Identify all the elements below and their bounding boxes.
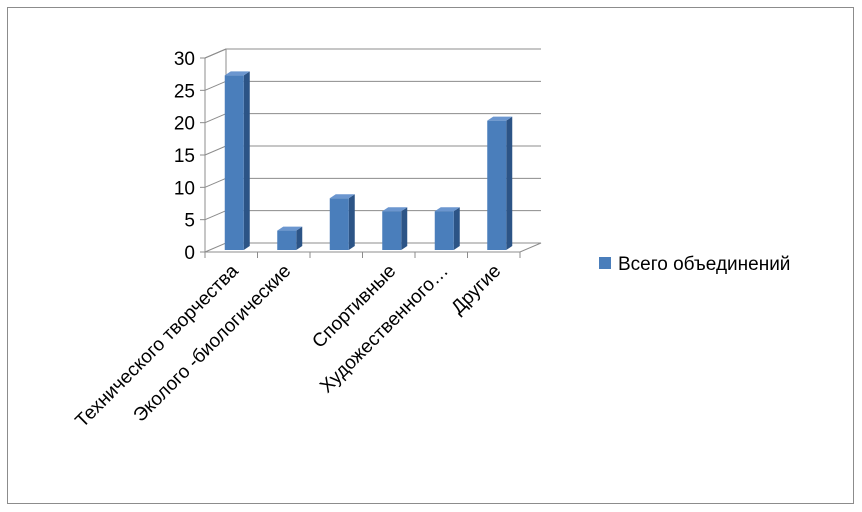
y-tick-label: 15 [174, 146, 195, 167]
gridline-side [204, 145, 227, 156]
bar-side [453, 207, 460, 250]
y-tick-label: 20 [174, 114, 195, 135]
bar-side [296, 226, 303, 250]
bar [277, 226, 303, 250]
bar-front [329, 198, 349, 250]
bar [224, 71, 250, 251]
y-tick-label: 10 [174, 178, 195, 199]
bar-front [434, 211, 454, 250]
category-label: Другие [447, 261, 505, 319]
bar-top [434, 207, 460, 212]
y-tick-label: 30 [174, 49, 195, 70]
bar-side [243, 71, 250, 251]
bar [329, 194, 355, 250]
bar-front [224, 75, 244, 251]
bar [434, 207, 460, 250]
y-tick-label: 0 [184, 243, 195, 264]
bar [382, 207, 408, 250]
bar-side [506, 116, 513, 251]
legend: Всего объединений [599, 254, 790, 275]
bar-top [487, 116, 513, 121]
bar-top [277, 226, 303, 231]
bar-top [382, 207, 408, 212]
gridline-side [204, 210, 227, 221]
bar-front [277, 230, 297, 250]
bar-front [487, 120, 507, 251]
legend-swatch [599, 257, 611, 269]
gridline-side [204, 113, 227, 124]
wall-top-edge [204, 48, 227, 59]
bar-top [329, 194, 355, 199]
bars [224, 71, 513, 251]
y-tick-label: 25 [174, 81, 195, 102]
y-tick-label: 5 [184, 211, 195, 232]
gridline-side [204, 177, 227, 188]
legend-label: Всего объединений [618, 254, 790, 275]
gridline-side [204, 80, 227, 91]
chart-frame [7, 7, 854, 504]
bar-side [348, 194, 355, 250]
bar [487, 116, 513, 251]
bar-front [382, 211, 402, 250]
bar-top [224, 71, 250, 76]
y-tick-labels: 0 5 10 15 20 25 30 [174, 49, 195, 264]
bar-side [401, 207, 408, 250]
